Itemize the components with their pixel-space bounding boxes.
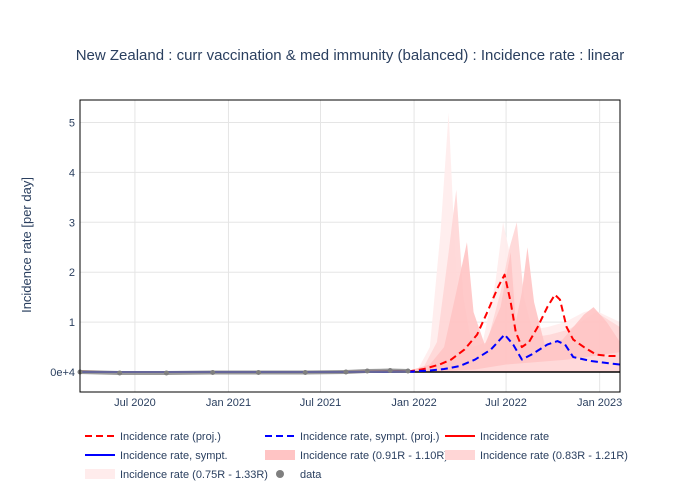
legend-label: Incidence rate (0.83R - 1.21R): [480, 450, 628, 462]
legend-swatch: [445, 450, 475, 460]
y-tick-label: 4: [69, 167, 75, 179]
legend-label: data: [300, 469, 322, 481]
plot-frame: [79, 99, 621, 393]
x-axis-ticks: Jul 2020 Jan 2021 Jul 2021 Jan 2022 Jul 2022…: [114, 397, 622, 409]
legend-label: Incidence rate: [480, 431, 549, 443]
x-tick-label: Jan 2023: [577, 397, 622, 409]
x-tick-label: Jan 2022: [391, 397, 436, 409]
legend-item: Incidence rate (0.83R - 1.21R): [445, 450, 628, 462]
legend-label: Incidence rate, sympt.: [120, 450, 228, 462]
band-3: [407, 242, 620, 373]
y-tick-label: 3: [69, 217, 75, 229]
data-trace: [79, 370, 120, 376]
legend-item: data: [276, 469, 322, 481]
series-line-1: [407, 273, 620, 373]
y-tick-label: 5: [69, 117, 75, 129]
data-trace: [345, 369, 368, 375]
series-line-2: [407, 333, 621, 373]
y-axis-ticks: 0e+4 1 2 3 4 5: [50, 117, 75, 379]
x-tick-label: Jul 2022: [485, 397, 527, 409]
confidence-bands: [407, 112, 620, 373]
data-point: [405, 368, 411, 374]
legend-label: Incidence rate, sympt. (proj.): [300, 431, 439, 443]
data-markers: [77, 368, 411, 376]
legend-item: Incidence rate (0.91R - 1.10R): [265, 450, 448, 462]
legend-item: Incidence rate: [445, 431, 549, 443]
legend-item: Incidence rate, sympt.: [85, 450, 228, 462]
y-tick-label: 1: [69, 317, 75, 329]
legend-swatch: [85, 469, 115, 479]
legend-label: Incidence rate (0.75R - 1.33R): [120, 469, 268, 481]
x-tick-label: Jan 2021: [206, 397, 251, 409]
x-tick-label: Jul 2020: [114, 397, 156, 409]
chart-title: New Zealand : curr vaccination & med imm…: [76, 47, 625, 64]
legend-item: Incidence rate (proj.): [85, 431, 221, 443]
legend-item: Incidence rate, sympt. (proj.): [265, 431, 439, 443]
legend-label: Incidence rate (0.91R - 1.10R): [300, 450, 448, 462]
y-tick-label: 0e+4: [50, 367, 75, 379]
legend-label: Incidence rate (proj.): [120, 431, 221, 443]
legend-swatch: [265, 450, 295, 460]
legend: Incidence rate (proj.) Incidence rate, sy…: [85, 431, 628, 481]
y-axis-label: Incidence rate [per day]: [19, 177, 34, 313]
legend-item: Incidence rate (0.75R - 1.33R): [85, 469, 268, 481]
y-tick-label: 2: [69, 267, 75, 279]
x-tick-label: Jul 2021: [300, 397, 342, 409]
legend-swatch: [276, 470, 284, 478]
